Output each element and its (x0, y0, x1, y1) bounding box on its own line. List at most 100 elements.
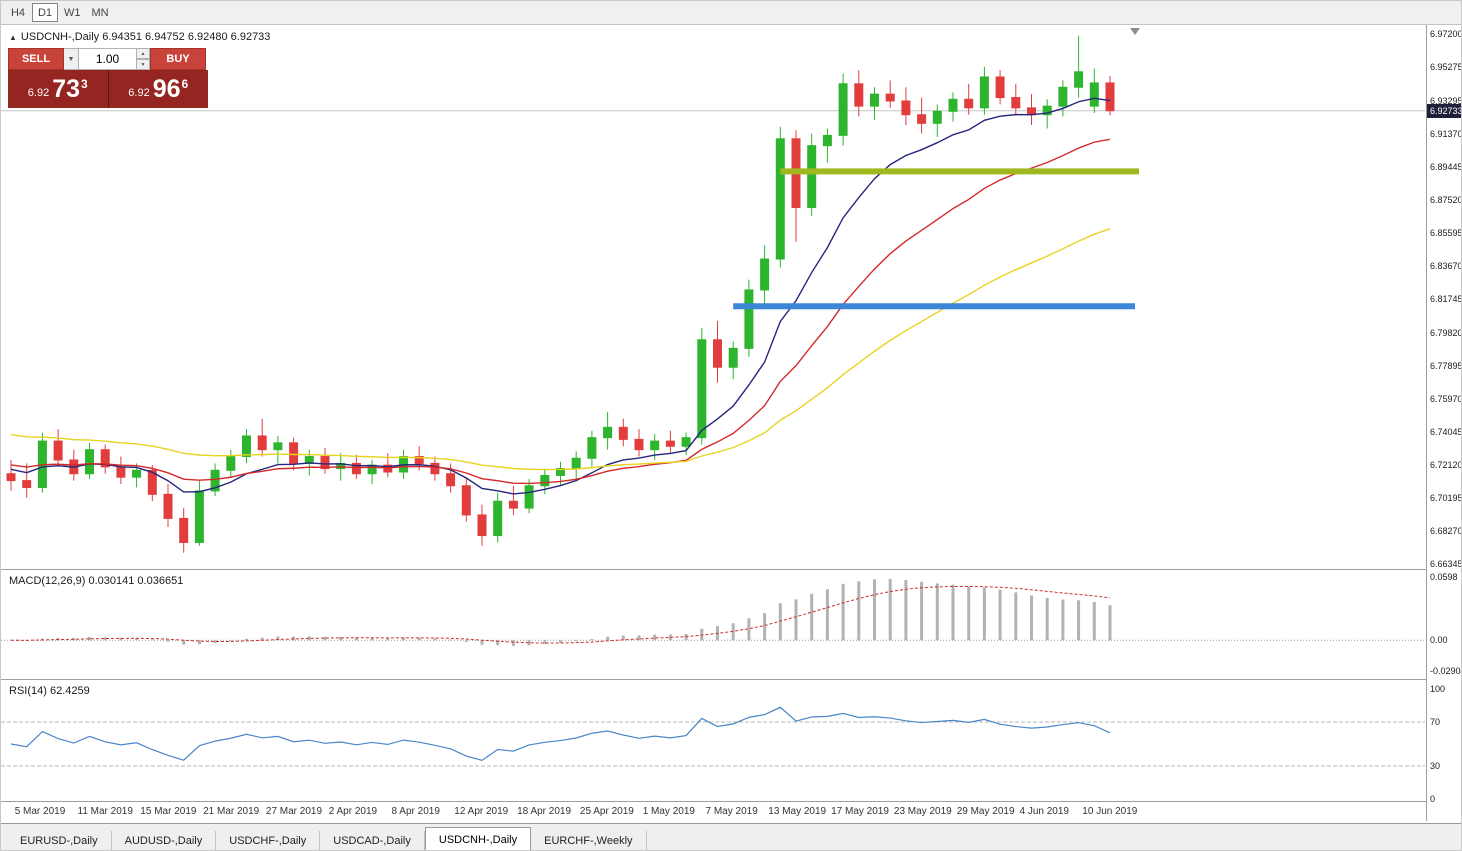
candle-body (713, 339, 722, 368)
candle-body (163, 493, 173, 519)
candle-body (226, 456, 236, 471)
candle-body (697, 339, 707, 439)
macd-values: 0.030141 0.036651 (88, 575, 184, 587)
candle-body (53, 440, 63, 461)
rsi-axis-tick: 30 (1430, 761, 1441, 771)
candle-body (917, 114, 927, 124)
price-axis-tick: 6.81745 (1430, 294, 1462, 305)
date-axis-label: 23 May 2019 (893, 806, 952, 817)
price-axis-tick: 6.66345 (1430, 559, 1462, 569)
price-axis-tick: 6.93295 (1430, 96, 1462, 107)
volume-dropdown-icon[interactable]: ▼ (64, 48, 79, 70)
candle-body (383, 464, 393, 473)
candle-body (477, 514, 487, 537)
one-click-trading-panel: SELL ▼ ▲ ▼ BUY 6.92 73 3 6.92 96 6 (8, 48, 208, 108)
rsi-axis-tick: 70 (1430, 717, 1441, 727)
candle-body (6, 473, 16, 482)
candle-body (807, 145, 817, 208)
date-axis: 5 Mar 2019 11 Mar 2019 15 Mar 2019 21 Mar 2… (1, 801, 1426, 823)
rsi-name: RSI(14) (9, 685, 47, 697)
macd-signal-line (10, 585, 1111, 644)
price-axis-tick: 6.83670 (1430, 261, 1462, 272)
one-click-toggle-icon[interactable]: ▲ (9, 33, 17, 42)
rsi-panel[interactable] (1, 679, 1426, 801)
rsi-line (10, 706, 1111, 761)
date-axis-label: 10 Jun 2019 (1082, 806, 1138, 817)
bid-pips: 73 (52, 74, 81, 103)
bid-price[interactable]: 6.92 73 3 (8, 70, 109, 108)
volume-input[interactable] (79, 48, 137, 70)
timeframe-toolbar: H4 D1 W1 MN (1, 1, 1461, 25)
candle-body (728, 347, 738, 368)
rsi-separator[interactable] (1, 679, 1461, 680)
candle-body (744, 289, 754, 349)
tab-eurusd-daily[interactable]: EURUSD-,Daily (7, 831, 112, 850)
chart-shift-marker-icon[interactable] (1130, 28, 1140, 35)
price-axis-column: 6.97200 6.95275 6.93295 6.91370 6.89445 6.875… (1426, 25, 1462, 821)
candle-body (414, 456, 424, 464)
ma-slow-line (10, 228, 1111, 471)
price-axis-tick: 6.77895 (1430, 360, 1462, 371)
candle-body (634, 438, 644, 451)
buy-button[interactable]: BUY (150, 48, 206, 70)
date-axis-label: 21 Mar 2019 (203, 806, 260, 817)
date-axis-separator (1, 801, 1461, 802)
price-axis-tick: 6.68270 (1430, 525, 1462, 536)
price-axis-tick: 6.95275 (1430, 62, 1462, 73)
candle-body (932, 110, 942, 124)
sell-button[interactable]: SELL (8, 48, 64, 70)
timeframe-w1-button[interactable]: W1 (59, 3, 86, 22)
rsi-axis-tick: 100 (1430, 684, 1446, 694)
candle-body (461, 485, 471, 516)
candle-body (351, 462, 361, 475)
candle-body (22, 480, 32, 488)
rsi-axis-tick: 0 (1430, 794, 1436, 804)
date-axis-label: 15 Mar 2019 (140, 806, 197, 817)
main-price-chart[interactable] (1, 25, 1426, 569)
volume-down-icon[interactable]: ▼ (137, 59, 150, 70)
candle-body (1042, 105, 1052, 116)
candle-body (524, 485, 534, 509)
candle-body (822, 134, 832, 147)
candle-body (587, 437, 597, 459)
timeframe-h4-button[interactable]: H4 (5, 3, 31, 22)
candle-body (257, 435, 267, 451)
timeframe-mn-button[interactable]: MN (87, 3, 114, 22)
macd-separator[interactable] (1, 569, 1461, 570)
tab-usdcad-daily[interactable]: USDCAD-,Daily (320, 831, 425, 850)
date-axis-label: 2 Apr 2019 (328, 806, 378, 817)
ma-fast-line (10, 97, 1111, 495)
candle-body (100, 449, 110, 468)
chart-ohlc-text: USDCNH-,Daily 6.94351 6.94752 6.92480 6.… (20, 31, 271, 43)
chart-window: ▲ USDCNH-,Daily 6.94351 6.94752 6.92480 6… (1, 25, 1462, 823)
ask-pips: 96 (152, 74, 181, 103)
tab-eurchf-weekly[interactable]: EURCHF-,Weekly (531, 831, 647, 850)
candle-body (147, 469, 157, 495)
ma-mid-line (10, 138, 1111, 485)
candle-body (603, 426, 613, 439)
tab-usdcnh-daily[interactable]: USDCNH-,Daily (424, 827, 532, 850)
date-axis-label: 7 May 2019 (705, 806, 758, 817)
macd-panel[interactable] (1, 569, 1426, 679)
chart-header: ▲ USDCNH-,Daily 6.94351 6.94752 6.92480 6… (9, 31, 270, 43)
date-axis-label: 27 Mar 2019 (265, 806, 323, 817)
candle-body (665, 440, 675, 447)
timeframe-d1-button[interactable]: D1 (32, 3, 58, 22)
candle-body (194, 490, 204, 543)
ask-point: 6 (181, 77, 189, 91)
date-axis-label: 17 May 2019 (831, 806, 889, 817)
candle-body (1074, 71, 1084, 88)
price-axis-tick: 6.89445 (1430, 162, 1462, 173)
candle-body (430, 462, 440, 475)
date-axis-label: 1 May 2019 (642, 806, 695, 817)
tab-audusd-daily[interactable]: AUDUSD-,Daily (112, 831, 217, 850)
candle-body (870, 93, 879, 107)
tab-usdchf-daily[interactable]: USDCHF-,Daily (216, 831, 321, 850)
ask-price[interactable]: 6.92 96 6 (109, 70, 209, 108)
volume-up-icon[interactable]: ▲ (137, 48, 150, 59)
candle-body (854, 83, 864, 107)
candle-body (885, 93, 895, 102)
date-axis-label: 25 Apr 2019 (579, 806, 634, 817)
volume-stepper[interactable]: ▲ ▼ (137, 48, 150, 70)
date-axis-label: 11 Mar 2019 (77, 806, 133, 817)
